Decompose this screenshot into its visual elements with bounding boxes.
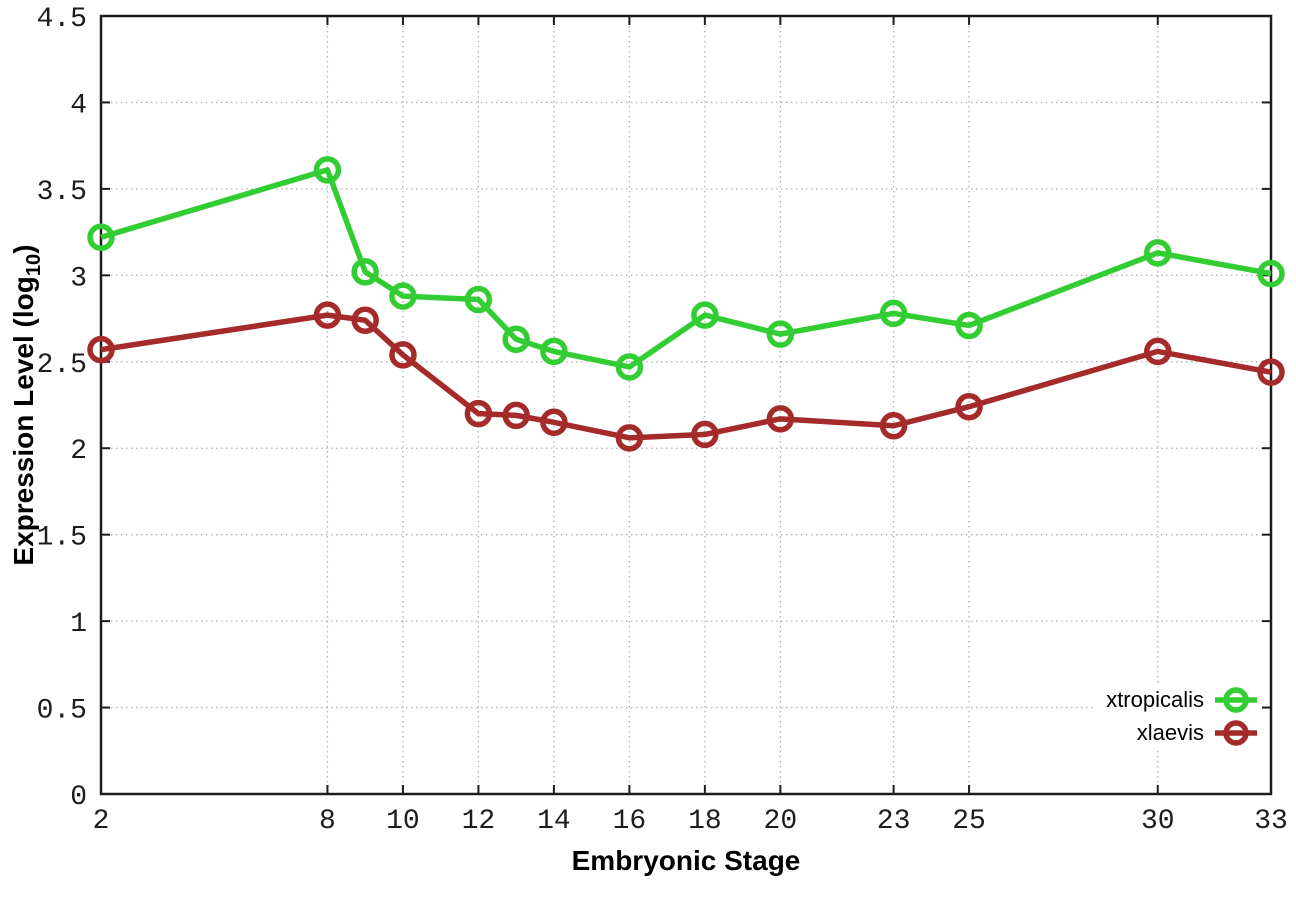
data-point-xtropicalis-stage-12: [464, 285, 493, 314]
x-tick-label: 16: [613, 806, 647, 837]
y-tick-label: 4.5: [37, 4, 87, 35]
data-point-xtropicalis-stage-10: [389, 282, 417, 310]
data-point-xlaevis-stage-12: [464, 399, 493, 428]
data-point-xlaevis-stage-25: [955, 392, 983, 421]
legend-marker-sample: [1223, 719, 1249, 746]
legend-sample-xlaevis: [1215, 719, 1257, 746]
x-tick-label: 2: [93, 806, 110, 837]
data-point-xtropicalis-stage-14: [540, 337, 568, 366]
x-tick-label: 23: [877, 806, 911, 837]
data-point-xlaevis-stage-2: [87, 335, 115, 364]
data-point-xtropicalis-stage-13: [502, 325, 530, 354]
y-tick-label: 0.5: [37, 696, 87, 727]
data-point-xlaevis-stage-14: [540, 408, 568, 437]
y-axis-title-text: Expression Level (log: [8, 276, 40, 566]
legend-sample-xtropicalis: [1215, 686, 1257, 713]
y-tick-label: 2: [70, 436, 87, 467]
x-tick-label: 30: [1141, 806, 1175, 837]
data-point-xtropicalis-stage-23: [879, 299, 908, 328]
x-tick-label: 18: [688, 806, 722, 837]
y-axis-title-subscript: 10: [22, 253, 45, 277]
x-tick-label: 14: [537, 806, 571, 837]
data-point-xlaevis-stage-23: [879, 411, 908, 440]
plot-border: [99, 14, 1273, 796]
data-point-xlaevis-stage-9: [351, 306, 379, 335]
legend-label-xlaevis: xlaevis: [1136, 719, 1204, 745]
x-tick-label: 33: [1254, 806, 1288, 837]
data-point-xtropicalis-stage-25: [955, 311, 983, 340]
data-point-xlaevis-stage-18: [691, 420, 719, 449]
x-tick-label: 25: [952, 806, 986, 837]
legend-marker-sample: [1223, 686, 1249, 713]
data-point-xlaevis-stage-13: [502, 401, 530, 430]
data-point-xlaevis-stage-16: [615, 424, 644, 452]
data-point-xlaevis-stage-30: [1144, 337, 1172, 366]
x-tick-label: 12: [462, 806, 496, 837]
data-point-xlaevis-stage-8: [313, 301, 342, 329]
data-point-xtropicalis-stage-20: [766, 320, 795, 348]
x-tick-label: 8: [319, 806, 336, 837]
legend: xtropicalis xlaevis: [1094, 683, 1262, 749]
y-axis-title: Expression Level (log10): [8, 244, 46, 565]
y-tick-label: 3.5: [37, 177, 87, 208]
data-point-xlaevis-stage-20: [766, 405, 795, 433]
legend-item-xtropicalis: xtropicalis: [1106, 683, 1258, 716]
x-tick-label: 20: [764, 806, 798, 837]
data-point-xtropicalis-stage-16: [615, 353, 644, 381]
data-point-xtropicalis-stage-9: [351, 258, 379, 286]
y-axis-title-close: ): [8, 244, 40, 254]
legend-item-xlaevis: xlaevis: [1106, 716, 1258, 749]
y-tick-label: 4: [70, 90, 87, 121]
data-point-xtropicalis-stage-2: [87, 223, 115, 252]
data-point-xlaevis-stage-33: [1257, 358, 1285, 386]
data-point-xtropicalis-stage-8: [313, 156, 342, 184]
data-point-xlaevis-stage-10: [389, 341, 417, 369]
y-tick-label: 0: [70, 782, 87, 813]
x-tick-label: 10: [386, 806, 420, 837]
series-line-xtropicalis: [100, 167, 1272, 370]
x-axis-title: Embryonic Stage: [571, 845, 801, 876]
y-tick-label: 3: [70, 263, 87, 294]
data-point-xtropicalis-stage-33: [1257, 259, 1285, 288]
legend-label-xtropicalis: xtropicalis: [1106, 686, 1204, 712]
data-point-xtropicalis-stage-30: [1144, 239, 1172, 267]
y-tick-label: 1: [70, 609, 87, 640]
y-tick-label: 1.5: [37, 523, 87, 554]
data-point-xtropicalis-stage-18: [691, 301, 719, 329]
series-line-xlaevis: [100, 312, 1272, 441]
y-tick-label: 2.5: [37, 350, 87, 381]
